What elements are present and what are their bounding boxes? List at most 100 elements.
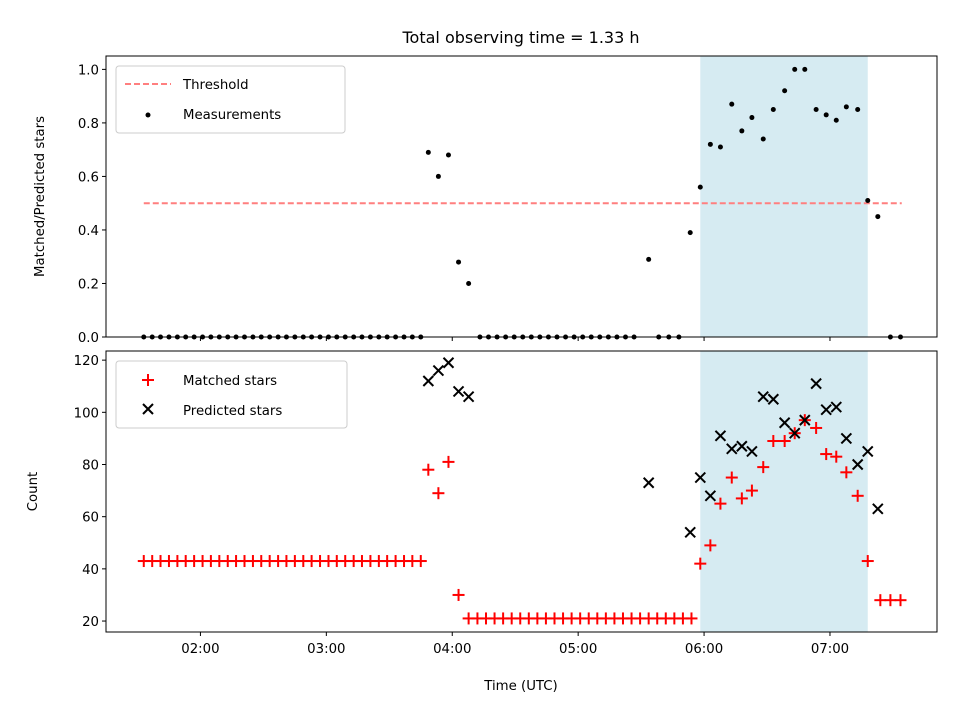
matched-star-point xyxy=(745,484,758,497)
matched-star-point xyxy=(851,489,864,502)
measurement-point xyxy=(770,107,776,113)
matched-star-point xyxy=(884,594,897,607)
matched-star-point xyxy=(704,539,717,552)
predicted-star-point xyxy=(462,390,475,403)
top-highlight-span xyxy=(700,56,868,337)
measurement-point xyxy=(865,198,871,204)
chart-title: Total observing time = 1.33 h xyxy=(401,28,639,47)
legend-predicted-label: Predicted stars xyxy=(183,404,282,419)
predicted-star-point xyxy=(840,432,853,445)
predicted-star-point xyxy=(642,477,655,489)
measurement-point xyxy=(435,173,441,179)
predicted-star-point xyxy=(778,417,791,429)
matched-star-point xyxy=(767,435,780,448)
top-ylabel: Matched/Predicted stars xyxy=(33,116,48,277)
measurement-point xyxy=(875,214,881,220)
predicted-star-point xyxy=(789,427,801,439)
matched-star-point xyxy=(452,588,465,601)
xtick-label: 06:00 xyxy=(685,642,723,657)
xtick-label: 07:00 xyxy=(811,642,849,657)
matched-star-point xyxy=(714,497,727,510)
bottom-panel: 20 40 60 80 100 120 02:00 03:00 04:00 05:00 06:00… xyxy=(26,350,938,694)
matched-star-point xyxy=(694,557,707,570)
x-axis-label: Time (UTC) xyxy=(483,679,558,694)
measurement-point xyxy=(729,101,735,107)
ytick-label: 1.0 xyxy=(78,63,99,78)
predicted-star-point xyxy=(872,503,884,515)
matched-star-point xyxy=(894,594,907,607)
predicted-star-point xyxy=(757,390,769,403)
predicted-star-point xyxy=(422,375,435,387)
measurement-point xyxy=(717,144,723,150)
matched-star-point xyxy=(861,555,874,568)
measurement-point xyxy=(843,104,849,110)
predicted-star-point xyxy=(851,458,864,471)
legend-measurements-label: Measurements xyxy=(183,108,281,123)
ytick-label: 100 xyxy=(74,406,99,421)
predicted-star-point xyxy=(684,526,696,539)
legend-matched-label: Matched stars xyxy=(183,374,277,389)
ytick-label: 0.2 xyxy=(78,277,99,292)
bottom-plot-frame xyxy=(105,350,938,633)
ytick-label: 0.8 xyxy=(78,117,99,132)
legend-measurements-marker xyxy=(145,112,151,118)
matched-star-point xyxy=(725,471,738,484)
bottom-legend-box xyxy=(115,360,348,429)
measurement-point xyxy=(466,280,472,286)
matched-star-point xyxy=(810,421,823,434)
measurement-point xyxy=(425,149,431,155)
measurement-point xyxy=(813,107,819,113)
predicted-star-point xyxy=(432,364,445,377)
measurement-point xyxy=(646,256,652,262)
matched-star-point xyxy=(874,594,887,607)
predicted-star-point xyxy=(694,471,706,484)
predicted-star-point xyxy=(767,393,780,405)
matched-star-point xyxy=(422,463,435,476)
measurement-point xyxy=(855,107,861,113)
ytick-label: 0.6 xyxy=(78,170,99,185)
top-legend: Threshold Measurements xyxy=(115,65,346,134)
matched-star-point xyxy=(757,461,770,474)
ytick-label: 0.4 xyxy=(78,224,99,239)
predicted-star-point xyxy=(862,445,874,458)
legend-predicted-marker xyxy=(142,403,154,415)
ytick-label: 20 xyxy=(82,615,99,630)
legend-matched-marker xyxy=(142,374,154,386)
measurement-point xyxy=(802,66,808,72)
xtick-label: 02:00 xyxy=(181,642,219,657)
matched-star-point xyxy=(442,455,455,468)
matched-star-point xyxy=(820,448,833,461)
measurement-point xyxy=(833,117,839,123)
matched-star-point xyxy=(685,612,698,625)
legend-threshold-label: Threshold xyxy=(182,78,249,93)
measurement-point xyxy=(456,259,462,265)
predicted-star-point xyxy=(442,357,455,369)
predicted-star-point xyxy=(714,430,727,442)
xtick-label: 05:00 xyxy=(559,642,597,657)
predicted-star-point xyxy=(704,490,717,502)
matched-star-point xyxy=(735,492,748,505)
predicted-star-point xyxy=(830,401,842,413)
bottom-legend: Matched stars Predicted stars xyxy=(115,360,348,429)
measurement-point xyxy=(707,141,713,147)
bottom-highlight-span xyxy=(700,351,868,632)
measurement-point xyxy=(792,66,798,72)
top-plot-frame xyxy=(105,55,938,338)
measurement-point xyxy=(739,128,745,134)
matched-star-point xyxy=(778,435,791,448)
measurement-point xyxy=(749,115,755,121)
ytick-label: 40 xyxy=(82,563,99,578)
measurement-point xyxy=(782,88,788,94)
xtick-label: 03:00 xyxy=(307,642,345,657)
top-legend-box xyxy=(115,65,346,134)
matched-star-point xyxy=(840,466,853,479)
predicted-star-point xyxy=(746,445,758,458)
xtick-label: 04:00 xyxy=(433,642,471,657)
matched-star-point xyxy=(830,450,843,463)
measurement-point xyxy=(760,136,766,142)
matched-star-point xyxy=(432,487,445,500)
ytick-label: 80 xyxy=(82,458,99,473)
measurement-point xyxy=(445,152,451,158)
predicted-star-point xyxy=(726,443,738,455)
